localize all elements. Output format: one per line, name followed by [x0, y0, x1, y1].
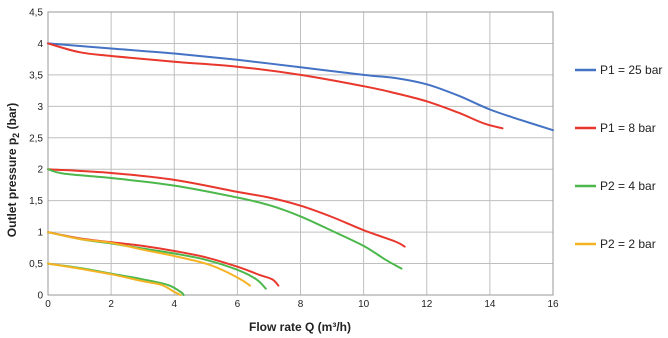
- x-tick-label: 10: [358, 299, 370, 310]
- y-axis-title-subscript: 2: [11, 133, 21, 138]
- legend: P1 = 25 bar P1 = 8 bar P2 = 4 bar P2 = 2 ba…: [575, 63, 662, 251]
- y-tick-label: 4: [37, 39, 43, 50]
- series-layer: [47, 42, 554, 296]
- x-axis-title: Flow rate Q (m³/h): [249, 320, 351, 334]
- x-tick-label: 16: [547, 299, 559, 310]
- y-tick-label: 1: [37, 228, 43, 239]
- legend-label: P1 = 8 bar: [600, 121, 656, 135]
- series-line-9: [47, 262, 182, 296]
- y-tick-label: 1,5: [29, 196, 43, 207]
- legend-label: P1 = 25 bar: [600, 63, 662, 77]
- y-tick-label: 0: [37, 291, 43, 302]
- x-tick-label: 12: [421, 299, 433, 310]
- x-tick-label: 4: [171, 299, 177, 310]
- series-line-7: [47, 231, 251, 287]
- series-line-3: [47, 168, 406, 248]
- series-line-2: [47, 42, 504, 130]
- y-axis-title-unit: (bar): [5, 103, 19, 133]
- plot-frame: [47, 11, 554, 296]
- y-tick-label: 0,5: [29, 259, 43, 270]
- y-axis-title-main: Outlet pressure p: [5, 138, 19, 237]
- x-tick-label: 2: [108, 299, 114, 310]
- x-tick-label: 6: [235, 299, 241, 310]
- y-tick-label: 2: [37, 165, 43, 176]
- series-line-1: [47, 42, 554, 132]
- legend-label: P2 = 2 bar: [600, 237, 656, 251]
- x-tick-label: 8: [298, 299, 304, 310]
- y-tick-label: 2,5: [29, 133, 43, 144]
- y-tick-label: 3,5: [29, 70, 43, 81]
- x-tick-label: 0: [45, 299, 51, 310]
- legend-label: P2 = 4 bar: [600, 179, 656, 193]
- x-tick-labels: 0 2 4 6 8 10 12 14 16: [45, 299, 559, 310]
- y-tick-label: 4,5: [29, 8, 43, 19]
- series-line-4: [47, 168, 403, 270]
- x-tick-label: 14: [484, 299, 496, 310]
- y-tick-label: 3: [37, 102, 43, 113]
- y-axis-title: Outlet pressure p2 (bar): [5, 103, 21, 237]
- y-tick-labels: 0 0,5 1 1,5 2 2,5 3 3,5 4 4,5: [29, 8, 43, 302]
